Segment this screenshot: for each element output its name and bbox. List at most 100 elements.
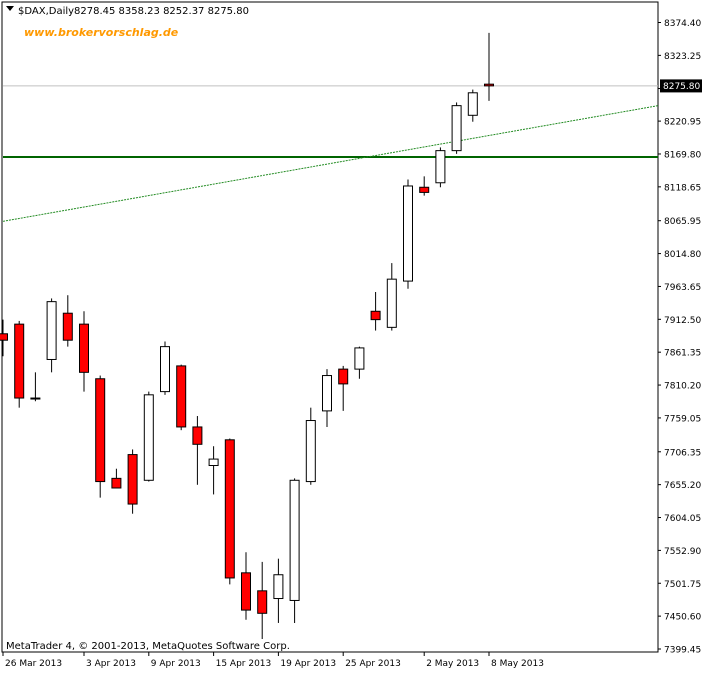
candle-body-bear <box>370 310 381 321</box>
x-tick-label: 9 Apr 2013 <box>151 659 201 669</box>
candle-body-bear <box>241 572 251 611</box>
candle-body-bull <box>46 301 57 360</box>
collapse-triangle-icon[interactable] <box>6 6 14 11</box>
candle-body-bull <box>305 420 316 483</box>
price-axis: 8374.408323.258271.658220.958169.808118.… <box>658 19 701 656</box>
candle <box>451 102 462 154</box>
y-tick-label: 7963.65 <box>664 283 701 293</box>
x-tick-label: 25 Apr 2013 <box>345 659 401 669</box>
candle <box>79 311 89 392</box>
candle-body-bear <box>79 323 89 373</box>
y-tick-label: 7399.45 <box>664 646 701 656</box>
candle-body-bear <box>257 590 268 614</box>
y-tick-label: 7604.05 <box>664 514 701 524</box>
candle <box>62 295 73 347</box>
price-marker-label: 8275.80 <box>663 82 700 92</box>
candle <box>322 369 332 427</box>
y-tick-label: 8374.40 <box>664 19 701 29</box>
candle <box>257 561 268 640</box>
candle <box>46 298 57 373</box>
candle-body-bear <box>224 439 235 579</box>
y-tick-label: 7450.60 <box>664 613 701 623</box>
candle-body-bear <box>419 186 430 193</box>
candle <box>224 438 235 585</box>
time-axis: 26 Mar 2013 3 Apr 2013 9 Apr 2013 15 Apr 20… <box>2 652 544 669</box>
candles-layer <box>0 32 494 640</box>
candle-body-bull <box>160 346 170 393</box>
candle-body-bull <box>143 394 154 481</box>
candle <box>127 449 138 514</box>
x-tick-label: 3 Apr 2013 <box>86 659 136 669</box>
candle-body-bull <box>208 458 219 467</box>
candle-body-bull <box>451 105 462 152</box>
candle-body-bull <box>354 347 365 370</box>
y-tick-label: 8169.80 <box>664 150 701 160</box>
candle-body-bull <box>273 574 284 600</box>
candle <box>386 263 397 331</box>
candle-body-bear <box>176 365 187 428</box>
candle-body-bull <box>289 479 300 601</box>
candle-body-bull <box>322 375 332 412</box>
candle <box>467 89 478 122</box>
candle <box>208 446 219 495</box>
y-tick-label: 7759.05 <box>664 414 701 424</box>
candle <box>403 179 413 289</box>
candle <box>435 147 446 188</box>
candle-body-bull <box>435 150 446 184</box>
candle-body-bear <box>192 426 203 445</box>
watermark-text: www.brokervorschlag.de <box>24 26 179 39</box>
candle <box>289 478 300 623</box>
candle-body-bear <box>14 323 25 399</box>
y-tick-label: 7552.90 <box>664 547 701 557</box>
candle <box>370 292 381 331</box>
copyright-text: MetaTrader 4, © 2001-2013, MetaQuotes So… <box>6 641 290 652</box>
candle-body-bull <box>386 278 397 328</box>
y-tick-label: 7810.20 <box>664 382 701 392</box>
candle <box>273 558 284 623</box>
plot-frame <box>1 1 659 653</box>
candle-body-bull <box>467 92 478 116</box>
candle <box>143 391 154 482</box>
candle <box>176 364 187 431</box>
candle <box>241 552 251 620</box>
x-tick-label: 19 Apr 2013 <box>280 659 336 669</box>
y-tick-label: 8065.95 <box>664 217 701 227</box>
candle <box>160 341 170 395</box>
x-tick-label: 2 May 2013 <box>426 659 479 669</box>
candle-body-bear <box>62 312 73 341</box>
y-tick-label: 8118.65 <box>664 183 701 193</box>
candle-body-bear <box>0 333 8 341</box>
candle <box>0 319 8 357</box>
y-tick-label: 7655.20 <box>664 481 701 491</box>
candle <box>192 416 203 485</box>
x-tick-label: 8 May 2013 <box>491 659 544 669</box>
ohlc-values: 8278.45 8358.23 8252.37 8275.80 <box>74 6 249 17</box>
x-tick-label: 26 Mar 2013 <box>5 659 62 669</box>
candle <box>95 375 106 498</box>
candle <box>30 372 41 402</box>
y-tick-label: 7861.35 <box>664 349 701 359</box>
x-tick-label: 15 Apr 2013 <box>216 659 272 669</box>
candle-body-bear <box>95 378 106 483</box>
candle-body-bear <box>127 454 138 505</box>
candle <box>305 407 316 485</box>
y-tick-label: 8220.95 <box>664 118 701 128</box>
y-tick-label: 7706.35 <box>664 448 701 458</box>
candle-body-bull <box>403 185 413 282</box>
candle <box>484 32 494 101</box>
candle <box>354 346 365 379</box>
candle-body-bear <box>338 368 349 385</box>
candle <box>111 468 122 489</box>
candle <box>14 320 25 408</box>
candle-body-bear <box>111 477 122 489</box>
candle <box>419 176 430 196</box>
y-tick-label: 8323.25 <box>664 52 701 62</box>
price-marker-box <box>660 79 702 93</box>
y-tick-label: 8014.80 <box>664 250 701 260</box>
candle-body-bull <box>30 397 41 400</box>
candle-body-bear <box>484 83 494 87</box>
candle <box>338 365 349 411</box>
y-tick-label: 7501.75 <box>664 580 701 590</box>
